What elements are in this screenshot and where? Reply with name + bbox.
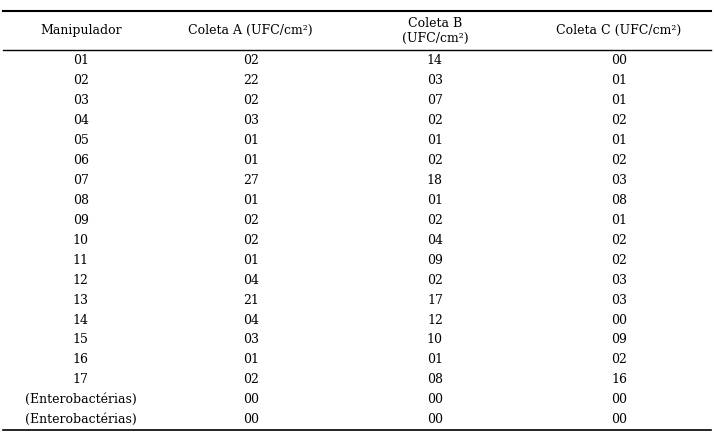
Text: (Enterobactérias): (Enterobactérias) [25, 413, 136, 427]
Text: 01: 01 [611, 214, 627, 227]
Text: 02: 02 [427, 274, 443, 287]
Text: 03: 03 [611, 294, 627, 306]
Text: 14: 14 [427, 54, 443, 67]
Text: Coleta B
(UFC/cm²): Coleta B (UFC/cm²) [401, 17, 468, 45]
Text: 16: 16 [73, 354, 89, 367]
Text: 01: 01 [611, 74, 627, 87]
Text: 08: 08 [73, 194, 89, 207]
Text: 01: 01 [427, 194, 443, 207]
Text: 01: 01 [611, 94, 627, 107]
Text: 02: 02 [427, 114, 443, 127]
Text: 01: 01 [427, 354, 443, 367]
Text: 27: 27 [243, 173, 258, 187]
Text: 02: 02 [611, 154, 627, 166]
Text: 02: 02 [611, 354, 627, 367]
Text: 08: 08 [427, 374, 443, 386]
Text: 00: 00 [427, 393, 443, 406]
Text: 04: 04 [243, 274, 258, 287]
Text: 16: 16 [611, 374, 627, 386]
Text: 11: 11 [73, 253, 89, 267]
Text: 15: 15 [73, 333, 89, 347]
Text: 08: 08 [611, 194, 627, 207]
Text: 02: 02 [427, 154, 443, 166]
Text: 03: 03 [73, 94, 89, 107]
Text: Manipulador: Manipulador [40, 24, 121, 37]
Text: 01: 01 [427, 134, 443, 147]
Text: 00: 00 [243, 393, 258, 406]
Text: 07: 07 [73, 173, 89, 187]
Text: 02: 02 [243, 374, 258, 386]
Text: 12: 12 [73, 274, 89, 287]
Text: 17: 17 [427, 294, 443, 306]
Text: 01: 01 [243, 253, 258, 267]
Text: 00: 00 [611, 54, 627, 67]
Text: 10: 10 [427, 333, 443, 347]
Text: 02: 02 [611, 114, 627, 127]
Text: 02: 02 [243, 54, 258, 67]
Text: 09: 09 [73, 214, 89, 227]
Text: 02: 02 [243, 94, 258, 107]
Text: 03: 03 [611, 173, 627, 187]
Text: 00: 00 [243, 413, 258, 427]
Text: 03: 03 [611, 274, 627, 287]
Text: 12: 12 [427, 313, 443, 326]
Text: 21: 21 [243, 294, 258, 306]
Text: Coleta A (UFC/cm²): Coleta A (UFC/cm²) [188, 24, 313, 37]
Text: Coleta C (UFC/cm²): Coleta C (UFC/cm²) [556, 24, 682, 37]
Text: 04: 04 [243, 313, 258, 326]
Text: 07: 07 [427, 94, 443, 107]
Text: 13: 13 [73, 294, 89, 306]
Text: 18: 18 [427, 173, 443, 187]
Text: 02: 02 [611, 233, 627, 246]
Text: 02: 02 [243, 233, 258, 246]
Text: 02: 02 [73, 74, 89, 87]
Text: 02: 02 [243, 214, 258, 227]
Text: 01: 01 [243, 354, 258, 367]
Text: 03: 03 [243, 114, 258, 127]
Text: 14: 14 [73, 313, 89, 326]
Text: 03: 03 [243, 333, 258, 347]
Text: 17: 17 [73, 374, 89, 386]
Text: 01: 01 [73, 54, 89, 67]
Text: 01: 01 [611, 134, 627, 147]
Text: 00: 00 [611, 393, 627, 406]
Text: 00: 00 [611, 313, 627, 326]
Text: 01: 01 [243, 134, 258, 147]
Text: 00: 00 [611, 413, 627, 427]
Text: 05: 05 [73, 134, 89, 147]
Text: 03: 03 [427, 74, 443, 87]
Text: 04: 04 [73, 114, 89, 127]
Text: 06: 06 [73, 154, 89, 166]
Text: 09: 09 [427, 253, 443, 267]
Text: 09: 09 [611, 333, 627, 347]
Text: 01: 01 [243, 154, 258, 166]
Text: 10: 10 [73, 233, 89, 246]
Text: 02: 02 [427, 214, 443, 227]
Text: (Enterobactérias): (Enterobactérias) [25, 393, 136, 406]
Text: 00: 00 [427, 413, 443, 427]
Text: 04: 04 [427, 233, 443, 246]
Text: 02: 02 [611, 253, 627, 267]
Text: 01: 01 [243, 194, 258, 207]
Text: 22: 22 [243, 74, 258, 87]
